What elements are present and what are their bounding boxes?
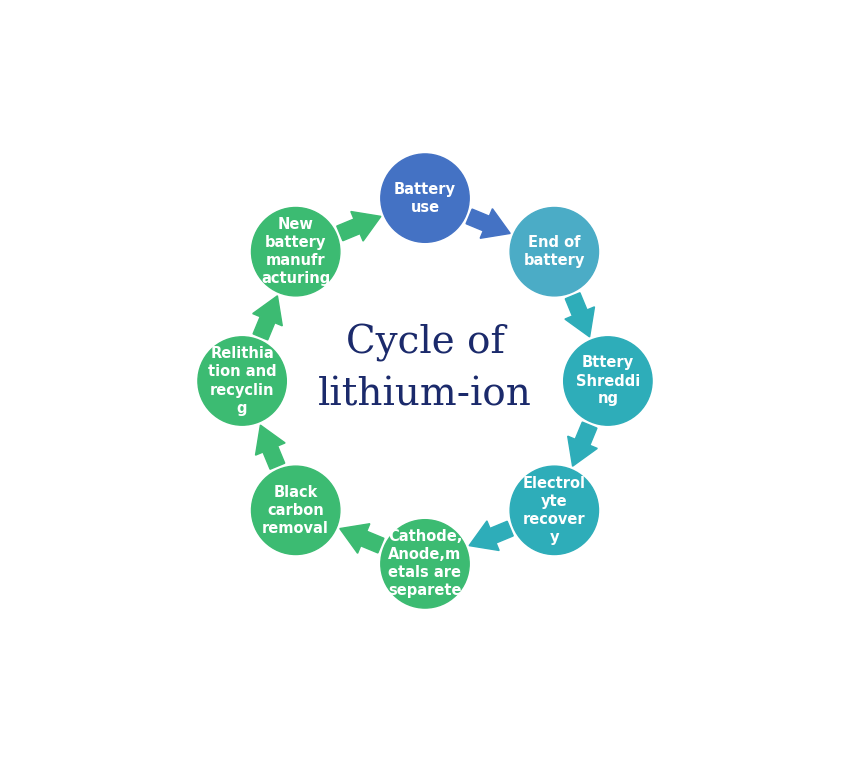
Text: Cycle of
lithium-ion: Cycle of lithium-ion xyxy=(318,324,532,414)
Polygon shape xyxy=(256,425,285,469)
Circle shape xyxy=(381,154,469,242)
Text: Black
carbon
removal: Black carbon removal xyxy=(263,485,329,536)
Circle shape xyxy=(564,337,652,425)
Circle shape xyxy=(252,466,340,555)
Polygon shape xyxy=(469,521,513,550)
Polygon shape xyxy=(466,209,510,239)
Polygon shape xyxy=(252,296,282,340)
Polygon shape xyxy=(568,422,598,466)
Text: Cathode,
Anode,m
etals are
separete: Cathode, Anode,m etals are separete xyxy=(388,530,462,598)
Circle shape xyxy=(381,520,469,608)
Text: New
battery
manufr
acturing: New battery manufr acturing xyxy=(261,217,331,287)
Circle shape xyxy=(252,207,340,296)
Text: Bttery
Shreddi
ng: Bttery Shreddi ng xyxy=(575,356,640,406)
Text: Battery
use: Battery use xyxy=(394,181,456,215)
Text: Relithia
tion and
recyclin
g: Relithia tion and recyclin g xyxy=(207,347,276,415)
Circle shape xyxy=(510,207,598,296)
Circle shape xyxy=(510,466,598,555)
Text: Electrol
yte
recover
y: Electrol yte recover y xyxy=(523,475,586,545)
Polygon shape xyxy=(565,293,594,337)
Polygon shape xyxy=(340,523,384,553)
Circle shape xyxy=(198,337,286,425)
Text: End of
battery: End of battery xyxy=(524,235,585,268)
Polygon shape xyxy=(337,212,381,241)
